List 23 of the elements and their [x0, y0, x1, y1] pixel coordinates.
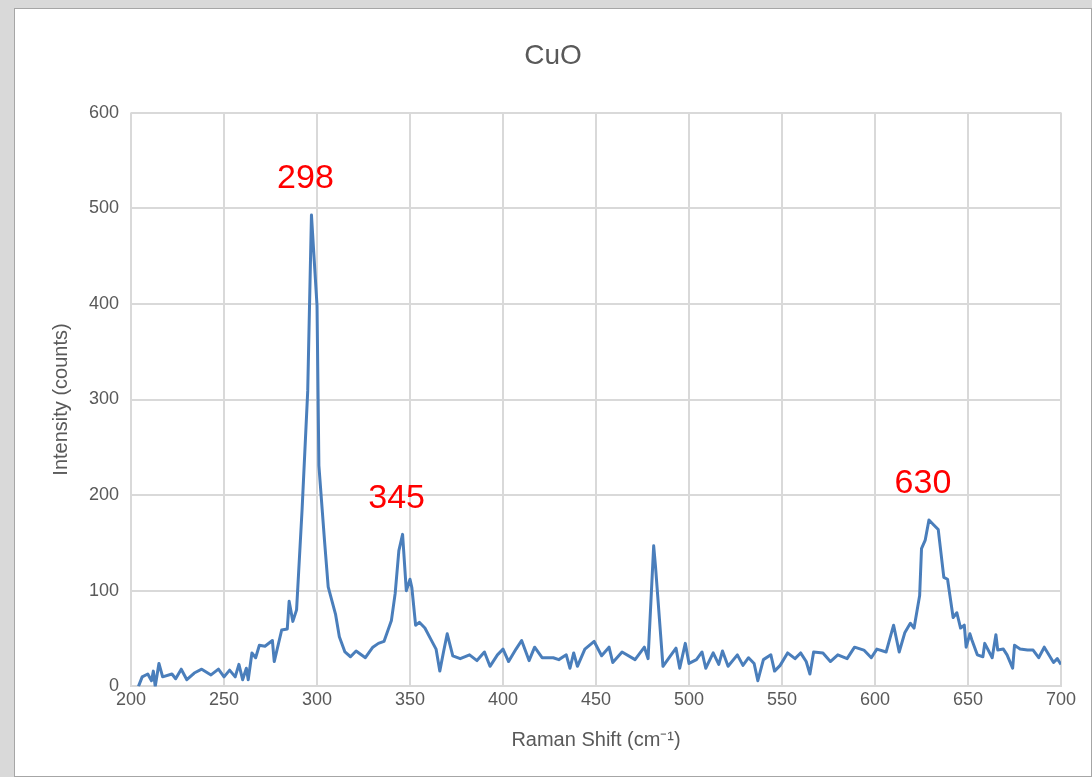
- x-tick-label: 200: [116, 689, 147, 710]
- x-tick-label: 350: [395, 689, 426, 710]
- x-tick-label: 550: [766, 689, 798, 710]
- chart-title: CuO: [524, 38, 582, 70]
- x-tick-label: 700: [1045, 689, 1077, 710]
- annotation: 298: [277, 157, 334, 196]
- y-tick-label: 600: [88, 101, 120, 122]
- x-tick-label: 300: [302, 689, 333, 710]
- y-tick-label: 500: [88, 197, 120, 218]
- y-tick-label: 100: [88, 579, 120, 600]
- annotation: 630: [894, 462, 952, 501]
- annotation: 345: [368, 476, 425, 515]
- x-tick-label: 400: [488, 689, 519, 710]
- y-tick-label: 200: [88, 484, 120, 505]
- x-axis-title: Raman Shift (cm⁻¹): [511, 727, 681, 750]
- x-tick-label: 600: [859, 689, 891, 710]
- x-tick-label: 250: [209, 689, 240, 710]
- y-tick-label: 400: [88, 292, 120, 313]
- x-tick-label: 500: [673, 689, 705, 710]
- y-axis-title: Intensity (counts): [48, 323, 71, 476]
- y-tick-label: 300: [88, 388, 120, 409]
- x-tick-label: 650: [952, 689, 984, 710]
- x-tick-label: 450: [580, 689, 612, 710]
